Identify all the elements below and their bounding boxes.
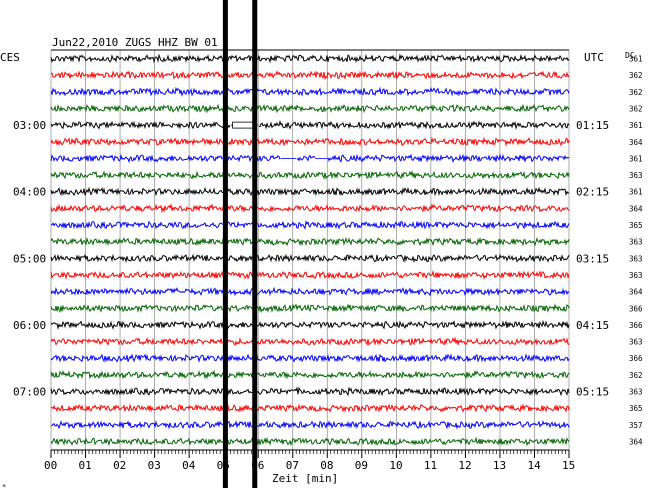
x-tick-label-02: 02 xyxy=(113,459,126,472)
dc-value: 361 xyxy=(629,154,643,163)
trace-row-16 xyxy=(50,319,570,330)
x-tick-label-08: 08 xyxy=(320,459,333,472)
x-tick-label-00: 00 xyxy=(44,459,57,472)
event-spike-1 xyxy=(252,0,258,488)
x-tick-label-14: 14 xyxy=(527,459,541,472)
dc-label: DC xyxy=(625,51,635,60)
trace-row-23 xyxy=(50,436,570,447)
utc-time-label: 05:15 xyxy=(576,386,609,399)
chart-title: Jun22,2010 ZUGS HHZ BW 01 xyxy=(52,36,218,49)
ces-time-label: 04:00 xyxy=(13,186,46,199)
dc-values: 361 362 362 362 361 364 361 363 361 364 365 363 363 3… xyxy=(629,55,643,447)
ces-time-label: 03:00 xyxy=(13,119,46,132)
dc-value: 363 xyxy=(629,388,643,397)
dc-value: 363 xyxy=(629,271,643,280)
x-tick-label-11: 11 xyxy=(424,459,437,472)
utc-time-label: 03:15 xyxy=(576,252,609,265)
trace-row-22 xyxy=(50,419,570,430)
dc-value: 362 xyxy=(629,88,643,97)
dc-value: 363 xyxy=(629,338,643,347)
dc-value: 361 xyxy=(629,121,643,130)
ces-time-label: 05:00 xyxy=(13,252,46,265)
trace-row-8 xyxy=(50,186,570,197)
x-tick-label-09: 09 xyxy=(355,459,368,472)
trace-row-10 xyxy=(50,219,570,230)
trace-row-20 xyxy=(50,386,570,397)
dc-value: 363 xyxy=(629,238,643,247)
trace-row-14 xyxy=(50,286,570,297)
seismic-traces xyxy=(50,53,570,447)
trace-row-2 xyxy=(50,86,570,97)
dc-value: 363 xyxy=(629,254,643,263)
trace-row-12 xyxy=(50,253,570,264)
dc-value: 364 xyxy=(629,204,643,213)
trace-row-15 xyxy=(50,303,570,314)
utc-label: UTC xyxy=(584,51,604,64)
x-tick-label-06: 06 xyxy=(251,459,264,472)
trace-row-5 xyxy=(50,136,570,148)
dc-value: 362 xyxy=(629,71,643,80)
x-tick-label-15: 15 xyxy=(562,459,575,472)
trace-row-13 xyxy=(50,269,570,280)
ces-time-label: 06:00 xyxy=(13,319,46,332)
trace-row-18 xyxy=(50,353,570,363)
corner-mark: * xyxy=(2,483,6,491)
dc-value: 364 xyxy=(629,437,643,446)
trace-row-6 xyxy=(50,153,570,164)
dc-value: 362 xyxy=(629,104,643,113)
ces-time-label: 07:00 xyxy=(13,386,46,399)
x-tick-label-04: 04 xyxy=(182,459,196,472)
dc-value: 365 xyxy=(629,404,643,413)
event-spike-0 xyxy=(222,0,228,488)
dc-value: 366 xyxy=(629,321,643,330)
trace-row-3 xyxy=(50,103,570,114)
utc-time-label: 04:15 xyxy=(576,319,609,332)
trace-row-7 xyxy=(50,170,570,180)
dc-value: 364 xyxy=(629,288,643,297)
dc-value: 361 xyxy=(629,188,643,197)
dc-value: 357 xyxy=(629,421,643,430)
dc-value: 365 xyxy=(629,221,643,230)
ces-label: CES xyxy=(0,51,20,64)
trace-row-11 xyxy=(50,236,570,247)
x-tick-label-10: 10 xyxy=(389,459,402,472)
dc-value: 366 xyxy=(629,354,643,363)
trace-row-9 xyxy=(50,203,570,214)
event-spikes xyxy=(222,0,258,488)
x-tick-label-12: 12 xyxy=(458,459,471,472)
dc-value: 364 xyxy=(629,138,643,147)
utc-time-label: 02:15 xyxy=(576,186,609,199)
trace-row-1 xyxy=(50,70,570,80)
time-labels: 03:00 04:00 05:00 06:00 07:00 01:15 02:15 03:15… xyxy=(13,119,609,398)
dc-value: 361 xyxy=(629,55,643,64)
dc-value: 362 xyxy=(629,371,643,380)
trace-row-4 xyxy=(50,119,570,130)
trace-row-21 xyxy=(50,403,570,413)
x-tick-label-13: 13 xyxy=(493,459,506,472)
x-tick-label-03: 03 xyxy=(148,459,161,472)
x-axis-label: Zeit [min] xyxy=(272,472,338,485)
x-tick-label-07: 07 xyxy=(286,459,299,472)
trace-row-0 xyxy=(50,53,570,64)
dc-value: 363 xyxy=(629,171,643,180)
x-tick-label-05: 05 xyxy=(217,459,230,472)
utc-time-label: 01:15 xyxy=(576,119,609,132)
x-tick-label-01: 01 xyxy=(79,459,92,472)
dc-value: 366 xyxy=(629,304,643,313)
x-axis: 00 01 02 03 04 05 06 07 08 09 10 11 12 13 14 15 xyxy=(44,449,575,472)
trace-row-19 xyxy=(50,369,570,380)
trace-row-17 xyxy=(50,336,570,347)
